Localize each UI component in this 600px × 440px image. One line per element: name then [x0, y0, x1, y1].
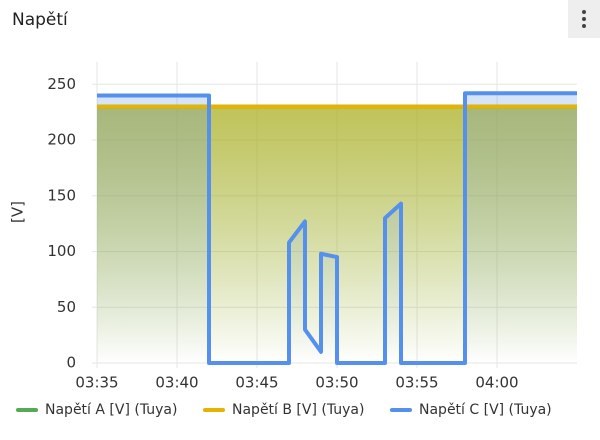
legend-label: Napětí B [V] (Tuya) [232, 402, 364, 418]
y-tick-label: 150 [47, 186, 76, 204]
y-tick-label: 200 [47, 131, 76, 149]
x-tick-label: 03:45 [235, 374, 278, 392]
series-area [97, 106, 577, 363]
x-tick-label: 04:00 [475, 374, 518, 392]
x-tick-label: 03:50 [315, 374, 358, 392]
y-tick-label: 250 [47, 75, 76, 93]
y-tick-label: 100 [47, 242, 76, 260]
x-tick-label: 03:40 [155, 374, 198, 392]
series-line [97, 91, 577, 365]
x-tick-label: 03:35 [75, 374, 118, 392]
x-tick-label: 03:55 [395, 374, 438, 392]
legend-label: Napětí C [V] (Tuya) [419, 402, 552, 418]
legend-label: Napětí A [V] (Tuya) [45, 402, 177, 418]
menu-dot [582, 10, 586, 14]
chart-title: Napětí [12, 10, 69, 30]
menu-dot [582, 17, 586, 21]
menu-dot [582, 24, 586, 28]
y-axis-label: [V] [9, 201, 27, 223]
y-tick-label: 50 [57, 298, 76, 316]
y-tick-label: 0 [66, 354, 76, 372]
